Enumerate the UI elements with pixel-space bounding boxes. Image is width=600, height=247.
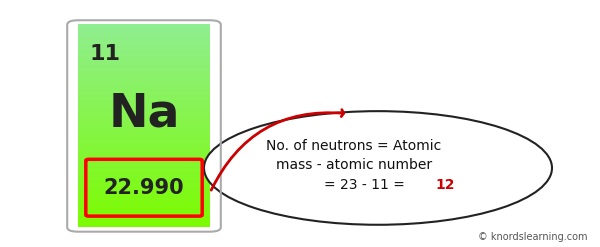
Text: 22.990: 22.990: [104, 178, 184, 198]
Text: 12: 12: [435, 178, 455, 192]
Text: © knordslearning.com: © knordslearning.com: [479, 232, 588, 242]
Text: 11: 11: [90, 44, 121, 64]
Text: No. of neutrons = Atomic: No. of neutrons = Atomic: [266, 139, 442, 153]
Text: Na: Na: [108, 91, 180, 136]
Text: = 23 - 11 =: = 23 - 11 =: [324, 178, 409, 192]
Text: mass - atomic number: mass - atomic number: [276, 159, 432, 172]
Ellipse shape: [204, 111, 552, 225]
